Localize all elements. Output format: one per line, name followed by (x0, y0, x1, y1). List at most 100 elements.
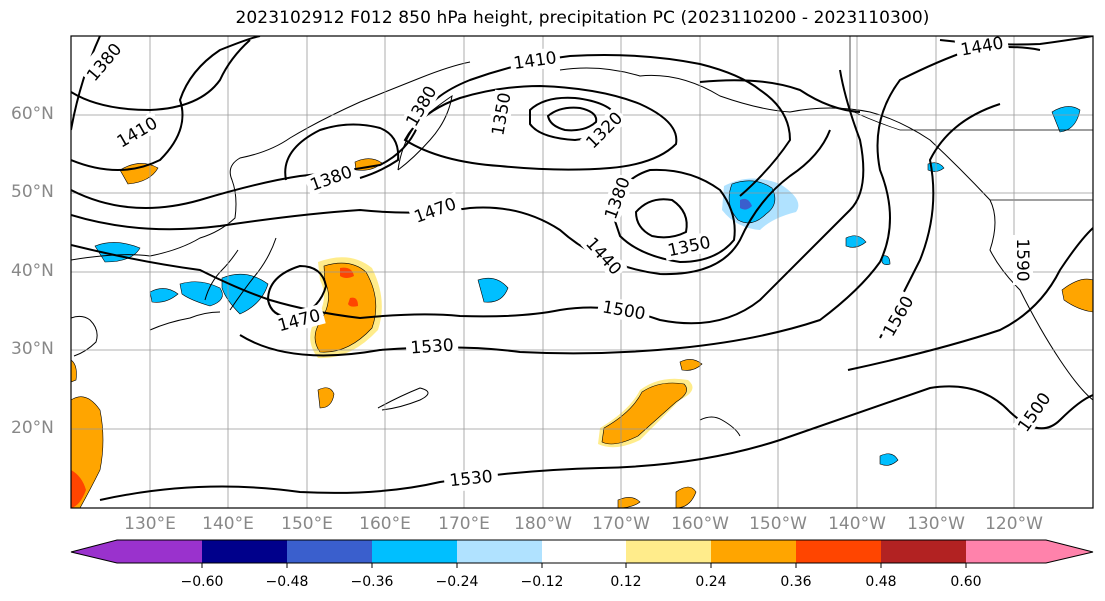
contour-label: 1590 (1012, 238, 1032, 281)
precip-patch (1051, 106, 1081, 133)
colorbar-bin (626, 540, 711, 563)
precip-patch (679, 359, 703, 371)
colorbar-tick-label: 0.12 (610, 574, 642, 590)
contour-label: 1530 (410, 336, 455, 359)
lon-label: 160°W (671, 514, 729, 534)
lon-label: 140°E (202, 514, 254, 534)
colorbar-bin (542, 540, 626, 563)
colorbar-bin (796, 540, 881, 563)
contour-label: 1560 (879, 293, 918, 340)
precip-patch (71, 470, 86, 508)
colorbar-tick-label: 0.48 (865, 574, 897, 590)
contour-label: 1410 (512, 48, 558, 74)
contour-label: 1380 (308, 162, 355, 196)
lon-label: 150°E (281, 514, 333, 534)
contour-line (284, 123, 400, 181)
colorbar-extend-low (71, 540, 117, 563)
map-frame (70, 35, 1094, 509)
contour-line (71, 39, 251, 112)
lon-label: 170°W (592, 514, 650, 534)
contour-label: 1410 (114, 113, 161, 152)
precip-patch (317, 387, 335, 409)
contour-line (847, 227, 1093, 371)
lat-label: 20°N (11, 418, 54, 438)
contour-labels: 1380 1410 1410 1440 1380 1350 1320 1380 … (77, 31, 1056, 493)
coastline-asia (71, 61, 471, 261)
colorbar-bin (966, 540, 1046, 563)
contour-line (403, 84, 678, 171)
precip-patch (881, 255, 891, 265)
precip-patch (845, 235, 867, 248)
colorbar-bin (457, 540, 542, 563)
colorbar (70, 539, 1094, 568)
contour-line (634, 198, 688, 239)
coastline-alaska (559, 67, 1093, 401)
colorbar-extend-high (1046, 540, 1093, 563)
lat-label: 50°N (11, 182, 54, 202)
contour-line (699, 79, 861, 113)
colorbar-tick-label: 0.60 (950, 574, 982, 590)
contour-label: 1380 (402, 83, 441, 130)
coastlines (71, 36, 1093, 437)
island-chain (699, 416, 741, 437)
lon-label: 170°E (438, 514, 490, 534)
colorbar-bin (711, 540, 796, 563)
colorbar-tick-label: −0.60 (180, 574, 224, 590)
precip-patch (740, 198, 752, 210)
colorbar-outline (70, 539, 1094, 564)
colorbar-tick-label: −0.24 (435, 574, 479, 590)
contour-line (71, 129, 831, 276)
lat-label: 40°N (11, 261, 54, 281)
lon-label: 150°W (749, 514, 807, 534)
lon-label: 160°E (359, 514, 411, 534)
map-title: 2023102912 F012 850 hPa height, precipit… (235, 8, 930, 28)
contour-line (71, 54, 792, 209)
precip-patch (879, 453, 899, 466)
colorbar-tick-label: 0.36 (780, 574, 812, 590)
precip-patch (71, 359, 77, 383)
colorbar-bin (202, 540, 287, 563)
contour-label: 1440 (959, 33, 1005, 60)
lon-label: 130°E (124, 514, 176, 534)
lat-label: 60°N (11, 104, 54, 124)
lon-label: 180°W (514, 514, 572, 534)
contour-line (99, 385, 1093, 501)
precip-patch (340, 267, 354, 278)
lon-label: 140°W (828, 514, 886, 534)
contour-line (71, 36, 101, 131)
colorbar-tick-label: −0.48 (265, 574, 309, 590)
precip-patch (119, 163, 159, 185)
precip-patch (477, 277, 509, 303)
precip-patch (221, 273, 269, 315)
colorbar-tick-label: −0.36 (350, 574, 394, 590)
contour-label: 1470 (412, 194, 459, 228)
contour-line (71, 69, 865, 325)
colorbar-bin (881, 540, 966, 563)
contour-label: 1500 (601, 297, 647, 324)
contour-label: 1380 (601, 175, 635, 222)
lon-label: 120°W (985, 514, 1043, 534)
coastline-korea (204, 249, 239, 301)
island-hawaii (377, 387, 429, 411)
contour-line (546, 106, 598, 132)
colorbar-bin (372, 540, 457, 563)
contour-label: 1350 (488, 91, 515, 137)
coastline-japan-south (149, 311, 221, 331)
contour-line (71, 36, 261, 171)
colorbar-tick-label: −0.12 (520, 574, 564, 590)
precip-patch (675, 486, 697, 508)
precip-patch (149, 288, 179, 303)
precipitation-shading (71, 106, 1093, 508)
precip-patch (348, 297, 358, 307)
gridlines (71, 36, 1093, 508)
precip-patch (179, 281, 223, 307)
precip-patch (1061, 278, 1093, 313)
contour-label: 1530 (449, 467, 494, 491)
colorbar-bin (117, 540, 202, 563)
precip-patch (314, 262, 377, 353)
coastline-china-south (71, 315, 98, 357)
lon-label: 130°W (907, 514, 965, 534)
contour-line (610, 168, 736, 264)
lat-label: 30°N (11, 339, 54, 359)
